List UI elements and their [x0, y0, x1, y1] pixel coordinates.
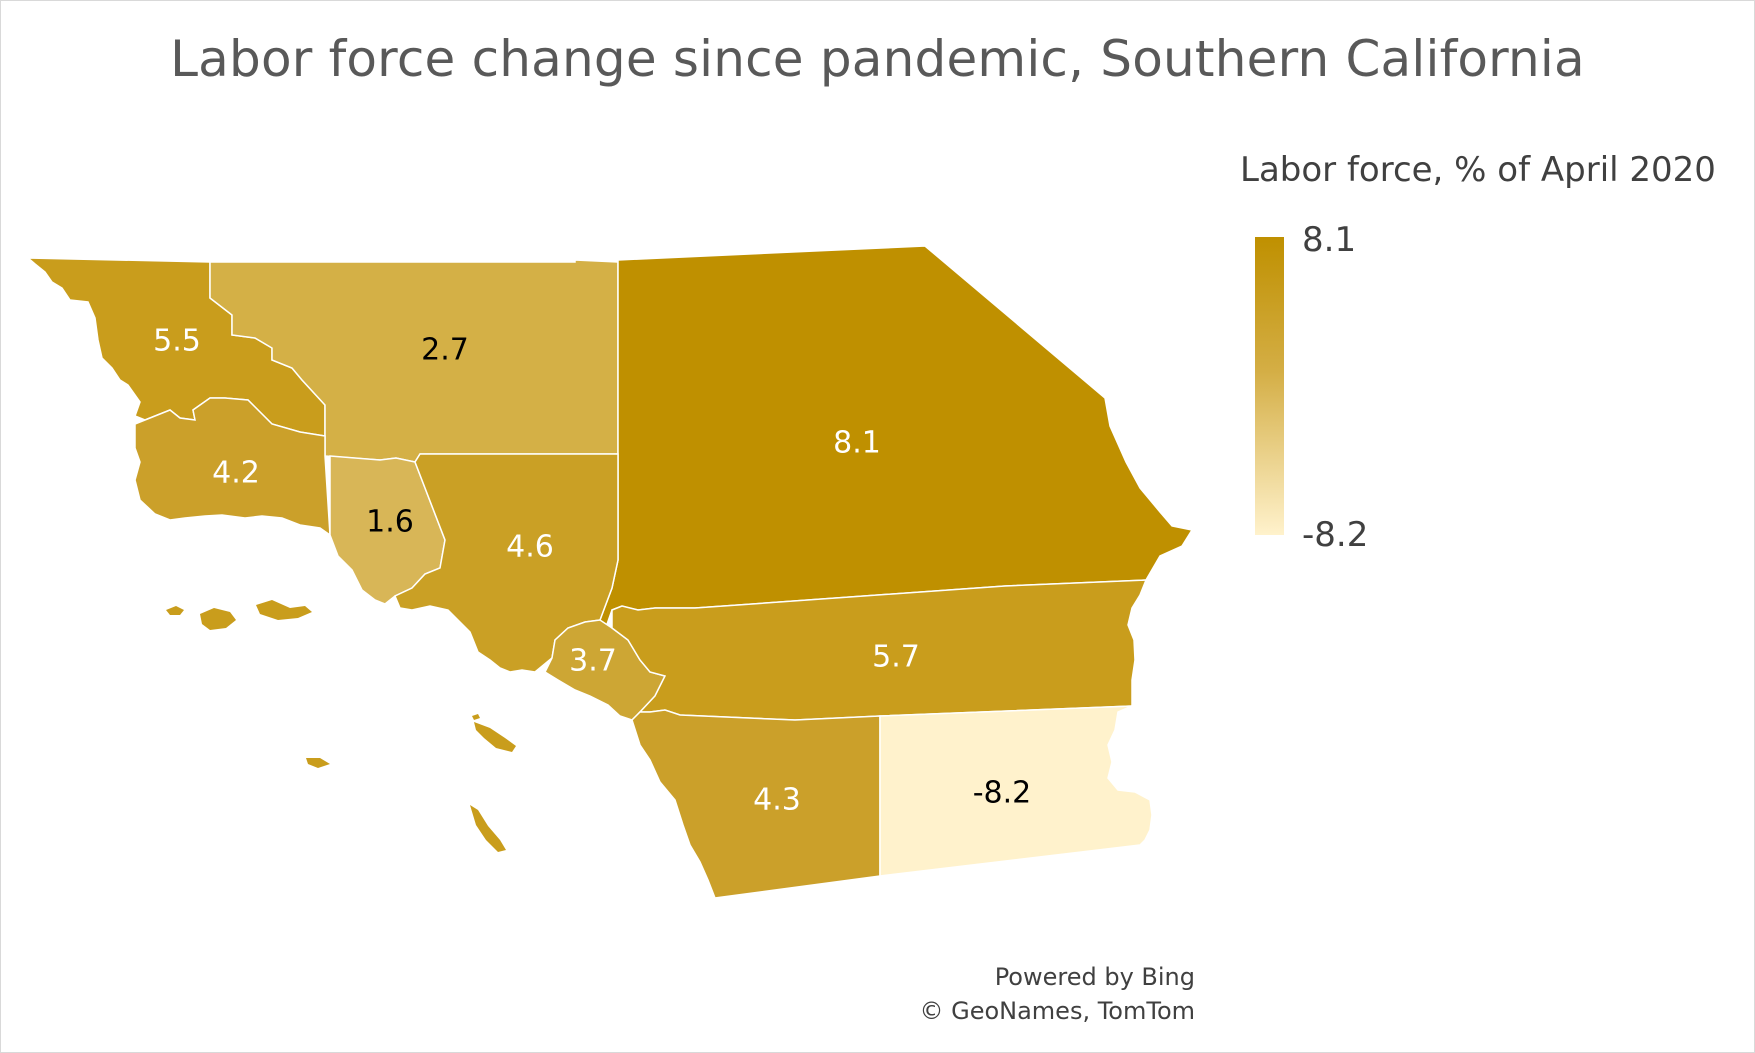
- legend-color-scale: [1255, 237, 1284, 535]
- region-label-riverside: 5.7: [872, 640, 920, 675]
- region-label-san-luis-obispo: 5.5: [153, 324, 201, 359]
- region-label-santa-barbara: 4.2: [212, 456, 260, 491]
- credit-attribution: © GeoNames, TomTom: [919, 997, 1195, 1025]
- region-san-diego: [631, 709, 881, 899]
- legend-min-label: -8.2: [1302, 515, 1369, 555]
- island-san-clemente: [470, 805, 506, 852]
- region-riverside: [611, 579, 1148, 721]
- credit-powered-by: Powered by Bing: [994, 963, 1195, 991]
- island-san-nicolas: [306, 758, 330, 768]
- region-label-los-angeles: 4.6: [506, 530, 554, 565]
- region-san-bernardino: [599, 245, 1194, 632]
- channel-islands: [166, 600, 516, 852]
- island-santa-catalina: [474, 722, 516, 752]
- region-label-orange: 3.7: [569, 644, 617, 679]
- island-santa-rosa: [200, 608, 236, 630]
- region-label-san-bernardino: 8.1: [833, 426, 881, 461]
- island-santa-barbara: [472, 714, 480, 720]
- region-label-imperial: -8.2: [973, 776, 1032, 811]
- region-santa-barbara: [134, 397, 331, 537]
- region-label-kern: 2.7: [421, 333, 469, 368]
- legend-max-label: 8.1: [1302, 220, 1357, 260]
- region-label-ventura: 1.6: [366, 505, 414, 540]
- map-title: Labor force change since pandemic, South…: [170, 30, 1585, 88]
- region-los-angeles: [394, 453, 619, 673]
- region-label-san-diego: 4.3: [753, 783, 801, 818]
- legend-title: Labor force, % of April 2020: [1240, 150, 1716, 190]
- island-santa-cruz: [256, 600, 312, 620]
- island-san-miguel: [166, 606, 184, 615]
- region-imperial: [879, 705, 1153, 877]
